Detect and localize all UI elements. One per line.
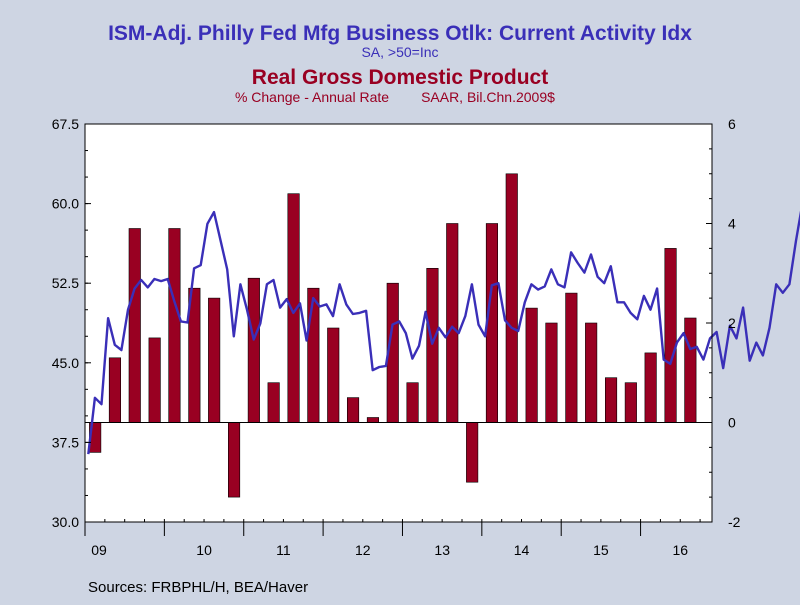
left-axis-tick-label: 45.0 [52,355,79,371]
gdp-bar [327,327,340,423]
left-axis-tick-label: 67.5 [52,116,79,132]
gdp-bar [128,228,141,423]
x-axis-year-label: 16 [673,542,689,558]
gdp-bar [406,382,419,423]
gdp-bar [505,173,518,423]
bar-series-subtitle-measure: SAAR, Bil.Chn.2009$ [421,89,555,105]
gdp-bar [545,322,558,423]
x-axis: 09 10 11 12 13 14 15 16 [84,519,701,558]
gdp-bar [664,248,677,423]
gdp-bar [228,422,241,498]
left-axis-tick-label: 37.5 [52,434,79,450]
x-axis-year-label: 11 [276,542,291,558]
gdp-bar [525,307,538,423]
x-axis-year-label: 09 [91,542,107,558]
gdp-bar [148,337,161,423]
right-axis-tick-label: 4 [728,216,736,232]
bar-series-subtitle-units: % Change - Annual Rate [235,89,389,105]
gdp-bar [108,357,121,423]
gdp-bar [684,317,697,423]
x-axis-year-label: 10 [196,542,212,558]
philly-fed-line [87,210,800,455]
gdp-bar [604,377,618,423]
line-series-subtitle: SA, >50=Inc [361,44,438,60]
gdp-bar [168,228,181,423]
bar-series-title: Real Gross Domestic Product [252,66,548,89]
left-axis-tick-label: 30.0 [52,514,79,530]
gdp-bar [247,277,260,423]
gdp-bar [366,417,380,423]
right-axis-tick-label: -2 [728,514,741,530]
left-axis-tick-label: 52.5 [52,275,79,291]
gdp-bar [446,223,459,423]
x-axis-year-label: 15 [593,542,609,558]
right-axis-tick-label: 2 [728,315,736,331]
gdp-bar [426,267,439,423]
philly-fed-series-line [87,210,800,455]
gdp-bar [307,287,320,423]
gdp-bar [585,322,598,423]
right-axis-tick-label: 6 [728,116,736,132]
x-axis-year-label: 13 [434,542,450,558]
line-series-title: ISM-Adj. Philly Fed Mfg Business Otlk: C… [108,22,692,45]
gdp-bar [565,292,578,423]
left-axis-tick-label: 60.0 [52,196,79,212]
gdp-bar [466,422,479,483]
gdp-bar [644,352,657,423]
gdp-bar [267,382,280,423]
gdp-bar [208,297,221,423]
gdp-bar [346,397,360,423]
right-axis: -2 0 2 4 6 [706,116,741,530]
x-axis-year-label: 14 [514,542,530,558]
left-axis: 30.0 37.5 45.0 52.5 60.0 67.5 [52,116,91,530]
x-axis-year-label: 12 [355,542,371,558]
right-axis-tick-label: 0 [728,415,736,431]
sources-note: Sources: FRBPHL/H, BEA/Haver [88,579,308,596]
gdp-bar [624,382,637,423]
